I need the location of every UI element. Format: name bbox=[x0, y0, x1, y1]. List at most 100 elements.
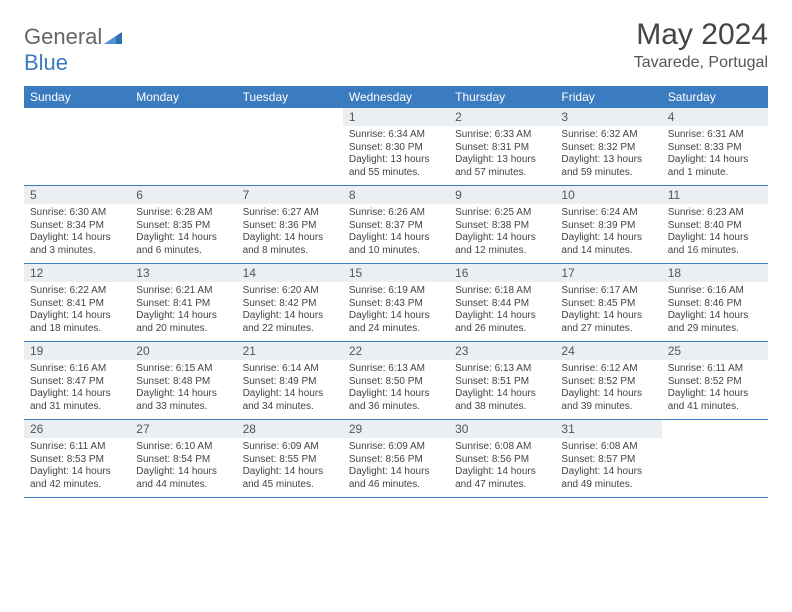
daylight-text: Daylight: 14 hours and 24 minutes. bbox=[349, 310, 443, 335]
daylight-text: Daylight: 14 hours and 22 minutes. bbox=[243, 310, 337, 335]
sunset-text: Sunset: 8:46 PM bbox=[668, 298, 762, 311]
weekday-header: Monday bbox=[130, 86, 236, 108]
day-number: 28 bbox=[237, 420, 343, 438]
day-number: 17 bbox=[555, 264, 661, 282]
daylight-text: Daylight: 14 hours and 14 minutes. bbox=[561, 232, 655, 257]
daylight-text: Daylight: 14 hours and 26 minutes. bbox=[455, 310, 549, 335]
daylight-text: Daylight: 14 hours and 6 minutes. bbox=[136, 232, 230, 257]
calendar-day-cell: 1Sunrise: 6:34 AMSunset: 8:30 PMDaylight… bbox=[343, 108, 449, 186]
day-details: Sunrise: 6:08 AMSunset: 8:56 PMDaylight:… bbox=[449, 438, 555, 497]
calendar-day-cell: 25Sunrise: 6:11 AMSunset: 8:52 PMDayligh… bbox=[662, 342, 768, 420]
weekday-header-row: Sunday Monday Tuesday Wednesday Thursday… bbox=[24, 86, 768, 108]
daylight-text: Daylight: 14 hours and 18 minutes. bbox=[30, 310, 124, 335]
logo-triangle-icon bbox=[104, 24, 122, 38]
day-details: Sunrise: 6:13 AMSunset: 8:51 PMDaylight:… bbox=[449, 360, 555, 419]
calendar-day-cell: 9Sunrise: 6:25 AMSunset: 8:38 PMDaylight… bbox=[449, 186, 555, 264]
calendar-day-cell bbox=[130, 108, 236, 186]
weekday-header: Saturday bbox=[662, 86, 768, 108]
day-details: Sunrise: 6:09 AMSunset: 8:55 PMDaylight:… bbox=[237, 438, 343, 497]
sunrise-text: Sunrise: 6:25 AM bbox=[455, 207, 549, 220]
day-details: Sunrise: 6:09 AMSunset: 8:56 PMDaylight:… bbox=[343, 438, 449, 497]
calendar-week-row: 5Sunrise: 6:30 AMSunset: 8:34 PMDaylight… bbox=[24, 186, 768, 264]
day-details: Sunrise: 6:31 AMSunset: 8:33 PMDaylight:… bbox=[662, 126, 768, 185]
daylight-text: Daylight: 14 hours and 8 minutes. bbox=[243, 232, 337, 257]
day-details: Sunrise: 6:30 AMSunset: 8:34 PMDaylight:… bbox=[24, 204, 130, 263]
day-number: 5 bbox=[24, 186, 130, 204]
day-number bbox=[662, 420, 768, 438]
day-details: Sunrise: 6:33 AMSunset: 8:31 PMDaylight:… bbox=[449, 126, 555, 185]
day-details: Sunrise: 6:25 AMSunset: 8:38 PMDaylight:… bbox=[449, 204, 555, 263]
day-number: 18 bbox=[662, 264, 768, 282]
brand-part1: General bbox=[24, 24, 102, 49]
sunset-text: Sunset: 8:50 PM bbox=[349, 376, 443, 389]
daylight-text: Daylight: 14 hours and 12 minutes. bbox=[455, 232, 549, 257]
sunset-text: Sunset: 8:45 PM bbox=[561, 298, 655, 311]
brand-part2: Blue bbox=[24, 50, 68, 75]
weekday-header: Sunday bbox=[24, 86, 130, 108]
sunrise-text: Sunrise: 6:21 AM bbox=[136, 285, 230, 298]
sunset-text: Sunset: 8:52 PM bbox=[668, 376, 762, 389]
calendar-week-row: 1Sunrise: 6:34 AMSunset: 8:30 PMDaylight… bbox=[24, 108, 768, 186]
sunset-text: Sunset: 8:35 PM bbox=[136, 220, 230, 233]
calendar-table: Sunday Monday Tuesday Wednesday Thursday… bbox=[24, 86, 768, 498]
day-number: 19 bbox=[24, 342, 130, 360]
sunrise-text: Sunrise: 6:16 AM bbox=[668, 285, 762, 298]
sunrise-text: Sunrise: 6:09 AM bbox=[243, 441, 337, 454]
title-location: Tavarede, Portugal bbox=[634, 54, 768, 72]
day-details: Sunrise: 6:14 AMSunset: 8:49 PMDaylight:… bbox=[237, 360, 343, 419]
calendar-day-cell: 23Sunrise: 6:13 AMSunset: 8:51 PMDayligh… bbox=[449, 342, 555, 420]
sunset-text: Sunset: 8:49 PM bbox=[243, 376, 337, 389]
day-details: Sunrise: 6:13 AMSunset: 8:50 PMDaylight:… bbox=[343, 360, 449, 419]
day-details: Sunrise: 6:28 AMSunset: 8:35 PMDaylight:… bbox=[130, 204, 236, 263]
daylight-text: Daylight: 14 hours and 16 minutes. bbox=[668, 232, 762, 257]
sunset-text: Sunset: 8:47 PM bbox=[30, 376, 124, 389]
day-number: 30 bbox=[449, 420, 555, 438]
day-number: 25 bbox=[662, 342, 768, 360]
calendar-day-cell: 5Sunrise: 6:30 AMSunset: 8:34 PMDaylight… bbox=[24, 186, 130, 264]
calendar-day-cell: 10Sunrise: 6:24 AMSunset: 8:39 PMDayligh… bbox=[555, 186, 661, 264]
sunrise-text: Sunrise: 6:19 AM bbox=[349, 285, 443, 298]
calendar-day-cell: 26Sunrise: 6:11 AMSunset: 8:53 PMDayligh… bbox=[24, 420, 130, 498]
day-number: 23 bbox=[449, 342, 555, 360]
day-details: Sunrise: 6:23 AMSunset: 8:40 PMDaylight:… bbox=[662, 204, 768, 263]
day-number: 15 bbox=[343, 264, 449, 282]
day-details: Sunrise: 6:16 AMSunset: 8:46 PMDaylight:… bbox=[662, 282, 768, 341]
sunset-text: Sunset: 8:51 PM bbox=[455, 376, 549, 389]
sunset-text: Sunset: 8:56 PM bbox=[349, 454, 443, 467]
daylight-text: Daylight: 14 hours and 20 minutes. bbox=[136, 310, 230, 335]
calendar-day-cell bbox=[237, 108, 343, 186]
daylight-text: Daylight: 14 hours and 29 minutes. bbox=[668, 310, 762, 335]
day-details: Sunrise: 6:26 AMSunset: 8:37 PMDaylight:… bbox=[343, 204, 449, 263]
day-details bbox=[662, 438, 768, 496]
title-block: May 2024 Tavarede, Portugal bbox=[634, 18, 768, 72]
day-number: 3 bbox=[555, 108, 661, 126]
daylight-text: Daylight: 13 hours and 59 minutes. bbox=[561, 154, 655, 179]
sunset-text: Sunset: 8:37 PM bbox=[349, 220, 443, 233]
sunrise-text: Sunrise: 6:28 AM bbox=[136, 207, 230, 220]
day-details: Sunrise: 6:11 AMSunset: 8:53 PMDaylight:… bbox=[24, 438, 130, 497]
sunset-text: Sunset: 8:40 PM bbox=[668, 220, 762, 233]
day-number: 21 bbox=[237, 342, 343, 360]
weekday-header: Friday bbox=[555, 86, 661, 108]
day-number: 20 bbox=[130, 342, 236, 360]
day-details: Sunrise: 6:18 AMSunset: 8:44 PMDaylight:… bbox=[449, 282, 555, 341]
calendar-day-cell: 17Sunrise: 6:17 AMSunset: 8:45 PMDayligh… bbox=[555, 264, 661, 342]
day-details: Sunrise: 6:24 AMSunset: 8:39 PMDaylight:… bbox=[555, 204, 661, 263]
sunset-text: Sunset: 8:42 PM bbox=[243, 298, 337, 311]
sunrise-text: Sunrise: 6:15 AM bbox=[136, 363, 230, 376]
sunrise-text: Sunrise: 6:09 AM bbox=[349, 441, 443, 454]
calendar-day-cell: 29Sunrise: 6:09 AMSunset: 8:56 PMDayligh… bbox=[343, 420, 449, 498]
calendar-day-cell bbox=[24, 108, 130, 186]
sunrise-text: Sunrise: 6:10 AM bbox=[136, 441, 230, 454]
day-number: 29 bbox=[343, 420, 449, 438]
daylight-text: Daylight: 14 hours and 34 minutes. bbox=[243, 388, 337, 413]
day-details: Sunrise: 6:08 AMSunset: 8:57 PMDaylight:… bbox=[555, 438, 661, 497]
daylight-text: Daylight: 14 hours and 1 minute. bbox=[668, 154, 762, 179]
day-number: 8 bbox=[343, 186, 449, 204]
daylight-text: Daylight: 14 hours and 42 minutes. bbox=[30, 466, 124, 491]
day-number: 1 bbox=[343, 108, 449, 126]
calendar-day-cell: 7Sunrise: 6:27 AMSunset: 8:36 PMDaylight… bbox=[237, 186, 343, 264]
sunset-text: Sunset: 8:34 PM bbox=[30, 220, 124, 233]
sunrise-text: Sunrise: 6:23 AM bbox=[668, 207, 762, 220]
day-details bbox=[237, 126, 343, 184]
